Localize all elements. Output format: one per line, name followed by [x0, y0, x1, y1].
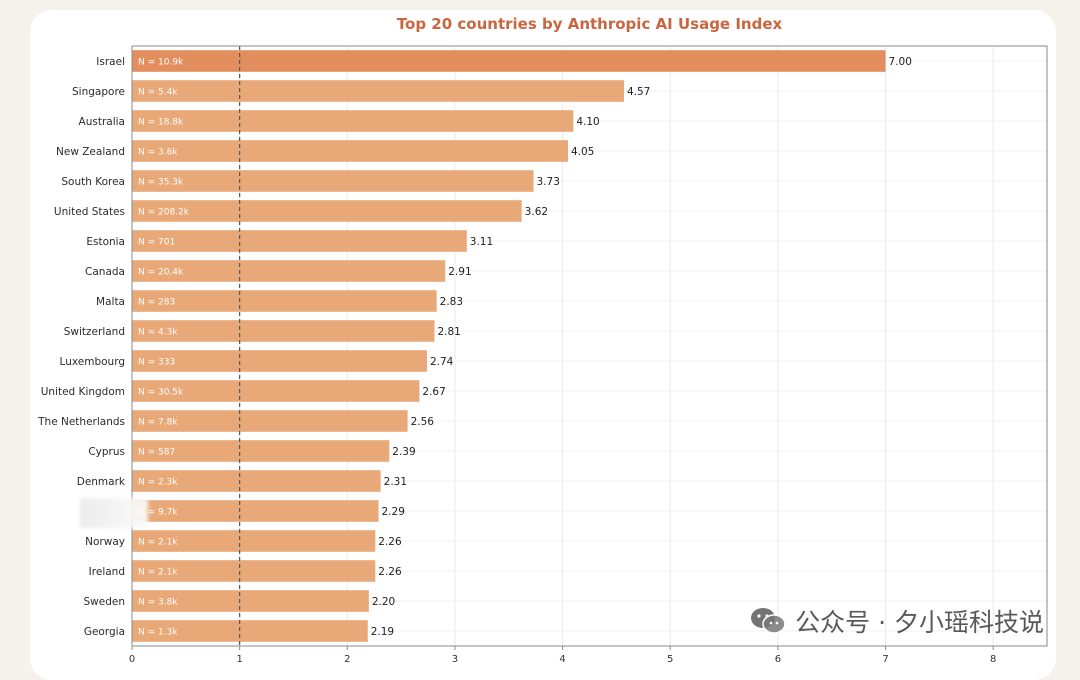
category-label-1: Singapore: [72, 86, 125, 98]
category-label-10: Luxembourg: [60, 356, 125, 368]
n-label-7: N = 20.4k: [138, 268, 184, 278]
n-label-18: N = 3.8k: [138, 598, 178, 608]
category-label-5: United States: [54, 206, 125, 218]
value-label-9: 2.81: [437, 326, 460, 338]
bar-5: [132, 200, 522, 222]
category-label-14: Denmark: [77, 476, 126, 488]
x-tick-label-5: 5: [667, 654, 673, 665]
n-label-12: N = 7.8k: [138, 418, 178, 428]
chart-title: Top 20 countries by Anthropic AI Usage I…: [397, 15, 783, 33]
wechat-icon: [749, 606, 787, 636]
n-label-13: N = 587: [138, 448, 175, 458]
value-label-5: 3.62: [525, 206, 548, 218]
category-label-12: The Netherlands: [37, 416, 125, 428]
blurred-label: [80, 498, 148, 528]
n-label-3: N = 3.6k: [138, 148, 178, 158]
value-label-8: 2.83: [440, 296, 463, 308]
x-tick-label-0: 0: [129, 654, 135, 665]
n-label-5: N = 208.2k: [138, 208, 190, 218]
bar-8: [132, 290, 437, 312]
value-label-1: 4.57: [627, 86, 650, 98]
x-tick-label-4: 4: [559, 654, 565, 665]
category-label-17: Ireland: [89, 566, 125, 578]
n-label-14: N = 2.3k: [138, 478, 178, 488]
category-label-9: Switzerland: [64, 326, 125, 338]
n-label-4: N = 35.3k: [138, 178, 184, 188]
x-tick-label-6: 6: [775, 654, 781, 665]
n-label-16: N = 2.1k: [138, 538, 178, 548]
value-label-6: 3.11: [470, 236, 493, 248]
value-label-0: 7.00: [889, 56, 912, 68]
category-label-6: Estonia: [86, 236, 125, 248]
n-label-9: N = 4.3k: [138, 328, 178, 338]
value-label-15: 2.29: [382, 506, 405, 518]
n-label-6: N = 701: [138, 238, 175, 248]
value-label-12: 2.56: [411, 416, 435, 428]
category-label-8: Malta: [96, 296, 125, 308]
n-label-10: N = 333: [138, 358, 175, 368]
category-label-16: Norway: [85, 536, 125, 548]
value-label-11: 2.67: [422, 386, 445, 398]
bar-0: [132, 50, 886, 72]
category-label-0: Israel: [96, 56, 125, 68]
bar-1: [132, 80, 624, 102]
category-label-19: Georgia: [84, 626, 125, 638]
bar-chart: Top 20 countries by Anthropic AI Usage I…: [0, 0, 1080, 665]
n-label-19: N = 1.3k: [138, 628, 178, 638]
bar-10: [132, 350, 427, 372]
n-label-17: N = 2.1k: [138, 568, 178, 578]
value-label-13: 2.39: [392, 446, 415, 458]
watermark: 公众号 · 夕小瑶科技说: [749, 603, 1044, 639]
value-label-16: 2.26: [378, 536, 402, 548]
n-label-8: N = 283: [138, 298, 175, 308]
watermark-text: 公众号 · 夕小瑶科技说: [795, 603, 1044, 639]
bar-6: [132, 230, 467, 252]
category-label-11: United Kingdom: [41, 386, 125, 398]
bar-3: [132, 140, 568, 162]
value-label-2: 4.10: [576, 116, 599, 128]
value-label-19: 2.19: [371, 626, 394, 638]
x-tick-label-7: 7: [882, 654, 888, 665]
value-label-7: 2.91: [448, 266, 471, 278]
n-label-11: N = 30.5k: [138, 388, 184, 398]
x-tick-label-1: 1: [236, 654, 242, 665]
x-tick-label-2: 2: [344, 654, 350, 665]
bar-2: [132, 110, 573, 132]
x-tick-label-3: 3: [452, 654, 458, 665]
category-label-4: South Korea: [61, 176, 125, 188]
category-label-7: Canada: [85, 266, 125, 278]
value-label-18: 2.20: [372, 596, 395, 608]
plot-frame: [132, 46, 1047, 646]
value-label-10: 2.74: [430, 356, 454, 368]
n-label-2: N = 18.8k: [138, 118, 184, 128]
n-label-0: N = 10.9k: [138, 58, 184, 68]
x-tick-label-8: 8: [990, 654, 996, 665]
category-label-2: Australia: [79, 116, 125, 128]
category-label-3: New Zealand: [56, 146, 125, 158]
category-label-13: Cyprus: [88, 446, 125, 458]
n-label-1: N = 5.4k: [138, 88, 178, 98]
value-label-17: 2.26: [378, 566, 402, 578]
category-label-18: Sweden: [84, 596, 126, 608]
bar-4: [132, 170, 534, 192]
value-label-4: 3.73: [537, 176, 560, 188]
value-label-3: 4.05: [571, 146, 594, 158]
value-label-14: 2.31: [384, 476, 407, 488]
